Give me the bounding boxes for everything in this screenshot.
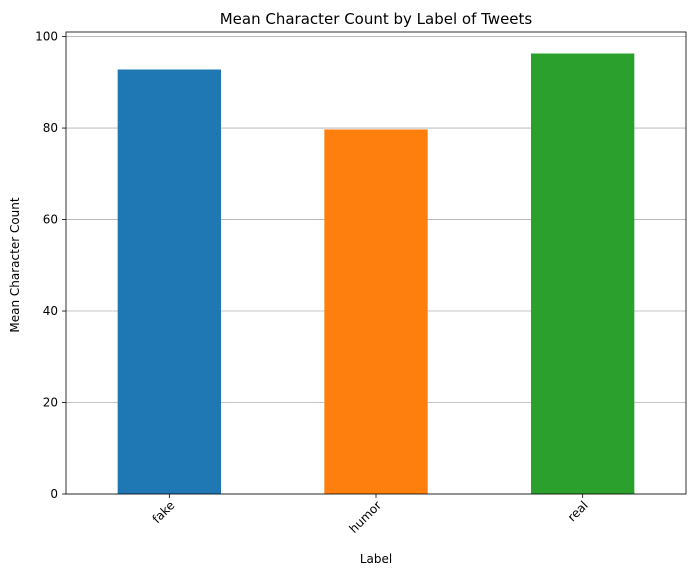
y-tick-label: 60 [43,213,58,227]
bar-humor [324,129,428,494]
y-ticks: 0 20 40 60 80 100 [35,30,66,501]
y-tick-label: 40 [43,304,58,318]
bar-real [531,53,635,494]
bars [117,53,635,494]
y-tick-label: 80 [43,121,58,135]
y-tick-label: 20 [43,396,58,410]
bar-fake [117,69,221,494]
y-axis-label: Mean Character Count [8,197,22,333]
x-axis-label: Label [360,552,392,566]
y-tick-label: 0 [50,487,58,501]
chart-title: Mean Character Count by Label of Tweets [220,10,533,28]
y-tick-label: 100 [35,30,58,44]
